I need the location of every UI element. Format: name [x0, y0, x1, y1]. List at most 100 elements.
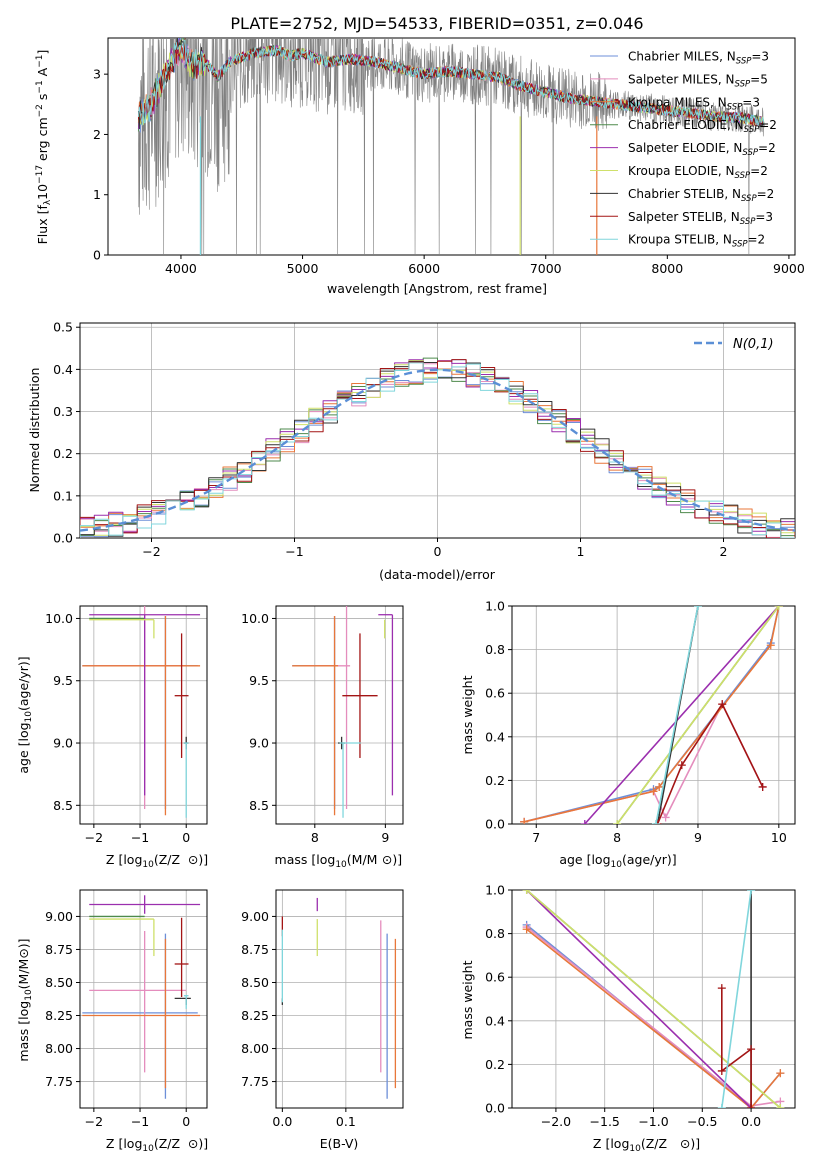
weight-marker-kroupa-elodie	[776, 1104, 785, 1108]
weight-marker-salpeter-stelib	[758, 782, 767, 791]
mass-vs-metallicity-panel: −2 −1 0 7.75 8.00 8.25 8.50 8.75 9.00 Z [log10(Z/…	[16, 889, 208, 1154]
y-tick-label: 8.75	[241, 942, 269, 957]
y-tick-label: 2	[93, 127, 101, 142]
x-tick-label: 6000	[408, 261, 440, 276]
label-subscript: SSP	[735, 171, 751, 181]
y-tick-label: 8.5	[249, 798, 269, 813]
legend-entry: Chabrier ELODIE, NSSP=2	[628, 118, 777, 135]
axes-frame	[511, 889, 796, 1109]
y-tick-label: 0.3	[53, 404, 73, 419]
label-superscript: −1	[35, 80, 45, 93]
y-tick-label: 0.4	[485, 729, 505, 744]
plot-area	[292, 606, 394, 818]
weight-marker-kroupa-miles	[776, 1069, 785, 1078]
y-tick-label: 1	[93, 187, 101, 202]
label-subscript: SSP	[732, 240, 748, 250]
x-tick-label: 0	[434, 544, 442, 559]
label-subscript: SSP	[736, 57, 752, 67]
y-tick-label: 3	[93, 67, 101, 82]
y-axis-label: mass [log10(M/M⊙)]	[16, 938, 34, 1061]
figure-title: PLATE=2752, MJD=54533, FIBERID=0351, z=0…	[230, 14, 643, 33]
label-rest: =3	[742, 95, 760, 109]
x-axis-label-suffix: ⊙)]	[188, 1136, 208, 1151]
label-rest: 10	[35, 184, 50, 200]
label-subscript: SSP	[740, 217, 756, 227]
residuals-panel: −2 −1 0 1 2 0.0 0.1 0.2 0.3 0.4 0.5 N(0,1) (data-mod…	[27, 320, 796, 582]
label-rest: =2	[758, 141, 776, 155]
x-tick-label: −1	[285, 544, 303, 559]
x-tick-label: 9000	[773, 261, 805, 276]
x-axis-label: Z [log10(Z/Z	[593, 1136, 667, 1154]
x-tick-label: 0.0	[741, 1114, 761, 1129]
weight-line-salpeter-stelib	[656, 703, 764, 824]
x-axis-label: wavelength [Angstrom, rest frame]	[327, 281, 547, 296]
x-tick-label: 10	[771, 830, 787, 845]
plot-area	[520, 606, 783, 824]
weight-marker-kroupa-stelib	[651, 820, 660, 824]
weight-line-salpeter-elodie	[526, 890, 752, 1108]
x-tick-label: 8	[613, 830, 621, 845]
label-rest: =2	[759, 118, 777, 132]
weight-marker-kroupa-elodie	[522, 890, 531, 894]
label-rest: (Z/Z	[154, 852, 180, 867]
mass-vs-ebv-panel: 0.0 0.1 7.75 8.00 8.25 8.50 8.75 9.00 E(B-V)	[241, 889, 404, 1151]
x-tick-label: 9	[694, 830, 702, 845]
y-tick-label: 0.8	[485, 926, 505, 941]
label-rest: (M/M⊙)]	[16, 938, 31, 989]
label-subscript: SSP	[742, 148, 758, 158]
y-tick-label: 0	[93, 248, 101, 263]
x-tick-label: 8	[311, 830, 319, 845]
y-tick-label: 8.50	[45, 975, 73, 990]
plot-area	[522, 890, 785, 1108]
x-tick-label: −1.5	[590, 1114, 620, 1129]
age-vs-metallicity-panel: −2 −1 0 8.5 9.0 9.5 10.0 Z [log10(Z/Z ⊙)] age [lo…	[16, 605, 208, 870]
y-tick-label: 0.0	[485, 1101, 505, 1116]
age-vs-mass-panel: 8 9 8.5 9.0 9.5 10.0 mass [log10(M/M ⊙)]	[241, 605, 404, 870]
weight-marker-salpeter-stelib	[717, 1066, 726, 1075]
x-tick-label: 0.0	[272, 1114, 292, 1129]
label-rest: s	[35, 94, 50, 105]
weight-marker-salpeter-elodie	[580, 820, 589, 824]
weight-marker-kroupa-elodie	[774, 606, 783, 610]
x-axis-label: mass [log10(M/M	[275, 852, 378, 870]
weight-marker-kroupa-miles	[649, 787, 658, 796]
x-tick-label: 0.1	[336, 1114, 356, 1129]
legend-entry: Salpeter ELODIE, NSSP=2	[628, 141, 776, 158]
y-tick-label: 0.2	[485, 773, 505, 788]
x-tick-label: −2	[85, 830, 103, 845]
x-axis-label: age [log10(age/yr)]	[559, 852, 676, 870]
label-rest: =5	[750, 72, 768, 86]
label-superscript: −17	[35, 165, 45, 184]
weight-marker-kroupa-stelib	[717, 1104, 726, 1108]
y-tick-label: 10.0	[241, 611, 269, 626]
y-tick-label: 0.1	[53, 488, 73, 503]
weight-marker-salpeter-stelib	[717, 984, 726, 993]
spectrum-panel: 4000 5000 6000 7000 8000 9000 0 1 2 3 wavelength […	[35, 37, 805, 296]
weight-marker-kroupa-miles	[655, 782, 664, 791]
label-rest: erg cm	[35, 117, 50, 165]
y-tick-label: 9.0	[249, 736, 269, 751]
label-superscript: −2	[35, 104, 45, 117]
plot-area	[281, 897, 397, 1099]
label-subscript: λ	[43, 199, 53, 205]
label-rest: =3	[755, 210, 773, 224]
model-spectrum-kroupa-stelib	[137, 39, 765, 127]
label-rest: (Z/Z	[641, 1136, 667, 1151]
label-subscript: SSP	[744, 125, 760, 135]
plot-area	[82, 606, 201, 818]
y-tick-label: 1.0	[485, 599, 505, 614]
legend: Chabrier MILES, NSSP=3 Salpeter MILES, NS…	[590, 50, 777, 250]
x-tick-label: 1	[577, 544, 585, 559]
y-tick-label: 8.25	[45, 1008, 73, 1023]
y-tick-label: 8.00	[45, 1041, 73, 1056]
y-tick-label: 0.2	[485, 1057, 505, 1072]
label-subscript: 10	[629, 1144, 641, 1154]
weight-marker-salpeter-stelib	[677, 761, 686, 770]
y-axis-label: age [log10(age/yr)]	[16, 656, 34, 773]
y-axis-label: mass weight	[460, 960, 475, 1039]
x-tick-label: 7000	[530, 261, 562, 276]
massweight-vs-age-panel: 7 8 9 10 0.0 0.2 0.4 0.6 0.8 1.0 age [log10(age/yr…	[460, 599, 796, 870]
axes-frame	[275, 889, 404, 1109]
label-rest: A	[35, 67, 50, 80]
x-tick-label: 4000	[165, 261, 197, 276]
